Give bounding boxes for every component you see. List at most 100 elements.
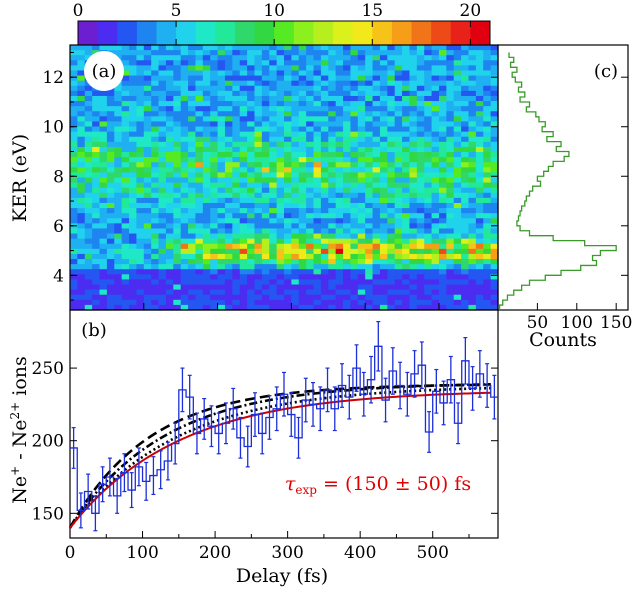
- heatmap-cell: [129, 111, 137, 117]
- heatmap-cell: [431, 218, 440, 224]
- heatmap-cell: [114, 177, 123, 183]
- heatmap-cell: [379, 136, 388, 143]
- heatmap-cell: [217, 289, 226, 296]
- heatmap-cell: [453, 131, 462, 138]
- heatmap-cell: [291, 70, 300, 76]
- heatmap-cell: [247, 279, 255, 285]
- heatmap-cell: [328, 289, 337, 296]
- heatmap-cell: [306, 274, 314, 280]
- heatmap-cell: [217, 279, 226, 285]
- heatmap-cell: [335, 152, 344, 158]
- heatmap-cell: [365, 167, 373, 173]
- heatmap-cell: [210, 162, 218, 168]
- heatmap-cell: [202, 289, 211, 296]
- heatmap-cell: [92, 299, 100, 306]
- heatmap-cell: [232, 187, 241, 194]
- heatmap-cell: [446, 131, 455, 138]
- heatmap-cell: [239, 75, 248, 82]
- heatmap-cell: [180, 157, 189, 163]
- heatmap-cell: [320, 294, 329, 301]
- heatmap-cell: [372, 131, 381, 138]
- heatmap-cell: [402, 243, 410, 250]
- heatmap-cell: [372, 264, 381, 270]
- heatmap-cell: [490, 157, 499, 163]
- heatmap-cell: [409, 70, 418, 76]
- heatmap-cell: [365, 111, 373, 117]
- heatmap-cell: [247, 304, 255, 311]
- heatmap-cell: [217, 152, 226, 158]
- heatmap-cell: [365, 192, 373, 199]
- heatmap-cell: [335, 243, 344, 250]
- heatmap-cell: [92, 269, 100, 275]
- heatmap-cell: [99, 208, 108, 214]
- heatmap-cell: [424, 299, 432, 306]
- heatmap-cell: [394, 228, 403, 234]
- heatmap-cell: [490, 274, 499, 280]
- heatmap-cell: [446, 157, 455, 163]
- heatmap-cell: [84, 162, 93, 168]
- heatmap-cell: [446, 202, 455, 209]
- heatmap-cell: [261, 111, 270, 117]
- heatmap-cell: [402, 192, 410, 199]
- heatmap-cell: [350, 70, 359, 76]
- heatmap-cell: [92, 238, 100, 245]
- heatmap-cell: [298, 45, 307, 51]
- heatmap-cell: [424, 172, 432, 178]
- heatmap-cell: [276, 259, 285, 265]
- heatmap-cell: [387, 299, 396, 306]
- heatmap-cell: [151, 253, 159, 260]
- heatmap-cell: [84, 95, 93, 102]
- heatmap-cell: [350, 152, 359, 158]
- heatmap-cell: [224, 111, 233, 117]
- heatmap-cell: [210, 223, 218, 229]
- heatmap-cell: [70, 80, 78, 87]
- heatmap-cell: [453, 233, 462, 240]
- heatmap-cell: [365, 55, 373, 61]
- heatmap-cell: [151, 116, 159, 122]
- heatmap-cell: [424, 238, 432, 245]
- heatmap-cell: [313, 238, 322, 245]
- heatmap-cell: [232, 90, 241, 97]
- heatmap-cell: [468, 80, 477, 87]
- heatmap-cell: [379, 70, 388, 76]
- heatmap-cell: [269, 146, 278, 153]
- heatmap-cell: [298, 274, 307, 280]
- heatmap-cell: [468, 141, 477, 148]
- heatmap-cell: [269, 294, 278, 301]
- heatmap-cell: [143, 50, 152, 56]
- heatmap-cell: [409, 106, 418, 112]
- heatmap-cell: [129, 218, 137, 224]
- heatmap-cell: [343, 208, 351, 214]
- heatmap-cell: [284, 202, 292, 209]
- heatmap-cell: [387, 90, 396, 97]
- heatmap-cell: [151, 106, 159, 112]
- heatmap-cell: [284, 248, 292, 255]
- heatmap-cell: [158, 55, 167, 61]
- heatmap-cell: [195, 75, 204, 82]
- heatmap-cell: [269, 208, 278, 214]
- heatmap-cell: [129, 197, 137, 204]
- heatmap-cell: [394, 294, 403, 301]
- heatmap-cell: [239, 253, 248, 260]
- heatmap-cell: [438, 213, 447, 219]
- heatmap-cell: [483, 243, 492, 250]
- heatmap-cell: [210, 75, 218, 82]
- heatmap-cell: [416, 213, 425, 219]
- heatmap-cell: [261, 218, 270, 224]
- heatmap-cell: [306, 121, 314, 127]
- heatmap-cell: [372, 279, 381, 285]
- heatmap-cell: [387, 218, 396, 224]
- heatmap-cell: [387, 294, 396, 301]
- heatmap-cell: [121, 299, 130, 306]
- heatmap-cell: [92, 146, 100, 153]
- heatmap-cell: [195, 223, 204, 229]
- heatmap-cell: [239, 157, 248, 163]
- heatmap-cell: [77, 182, 86, 189]
- heatmap-cell: [350, 182, 359, 189]
- heatmap-cell: [143, 55, 152, 61]
- heatmap-cell: [99, 218, 108, 224]
- heatmap-cell: [306, 157, 314, 163]
- heatmap-cell: [114, 299, 123, 306]
- heatmap-cell: [424, 284, 432, 291]
- heatmap-cell: [254, 141, 263, 148]
